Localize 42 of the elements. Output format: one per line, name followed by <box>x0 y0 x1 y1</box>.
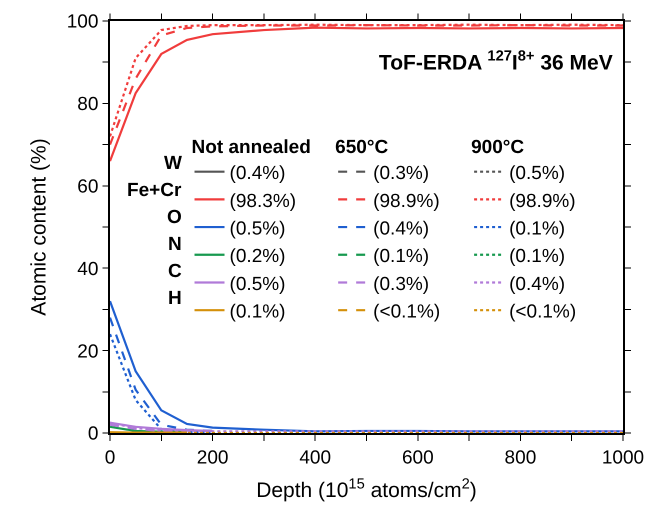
y-tick-label: 60 <box>77 176 98 198</box>
legend-label: (0.4%) <box>373 218 430 240</box>
x-axis-title: Depth (10$^{15}$ atoms/cm$^{2}$) <box>256 476 477 502</box>
legend-label: (0.3%) <box>373 163 430 184</box>
legend-label: (98.3%) <box>230 190 296 212</box>
annotation: N <box>168 234 182 255</box>
text: ToF-ERDA $^{127}$I$^{8+}$ 36 MeV <box>378 48 613 75</box>
x-tick-label: 0 <box>104 448 116 469</box>
legend-label: (0.1%) <box>373 246 430 268</box>
annotation: O <box>167 207 182 228</box>
y-tick-label: 80 <box>77 94 98 116</box>
x-tick-label: 1000 <box>602 448 644 469</box>
legend-label: (0.1%) <box>509 246 566 268</box>
legend-label: (<0.1%) <box>373 302 440 323</box>
y-tick-label: 40 <box>77 258 98 280</box>
x-tick-label: 600 <box>402 448 434 469</box>
legend-label: (98.9%) <box>509 190 576 212</box>
legend-label: (0.1%) <box>230 302 286 323</box>
legend-label: (0.4%) <box>509 274 566 295</box>
legend-label: (0.1%) <box>509 218 566 240</box>
annotation: Fe+Cr <box>127 180 182 201</box>
annotation: Not annealed <box>192 136 311 158</box>
legend-label: (0.5%) <box>230 274 286 295</box>
x-tick-label: 800 <box>504 448 536 469</box>
legend-label: (0.3%) <box>373 274 430 295</box>
legend-label: (0.5%) <box>509 163 566 184</box>
annotation: W <box>164 153 182 174</box>
y-axis-title: Atomic content (%) <box>27 138 50 316</box>
y-tick-label: 100 <box>66 12 98 33</box>
annotation: C <box>168 261 182 282</box>
legend-label: (<0.1%) <box>509 302 576 323</box>
y-tick-label: 20 <box>77 341 98 362</box>
annotation: 900°C <box>471 136 524 158</box>
x-tick-label: 200 <box>196 448 228 469</box>
legend-label: (98.9%) <box>373 190 440 212</box>
legend-label: (0.4%) <box>230 163 286 184</box>
legend-label: (0.2%) <box>230 246 286 268</box>
annotation: H <box>168 288 182 309</box>
y-tick-label: 0 <box>88 424 98 445</box>
x-tick-label: 400 <box>299 448 332 469</box>
annotation: 650°C <box>335 136 388 158</box>
legend-label: (0.5%) <box>230 218 286 240</box>
